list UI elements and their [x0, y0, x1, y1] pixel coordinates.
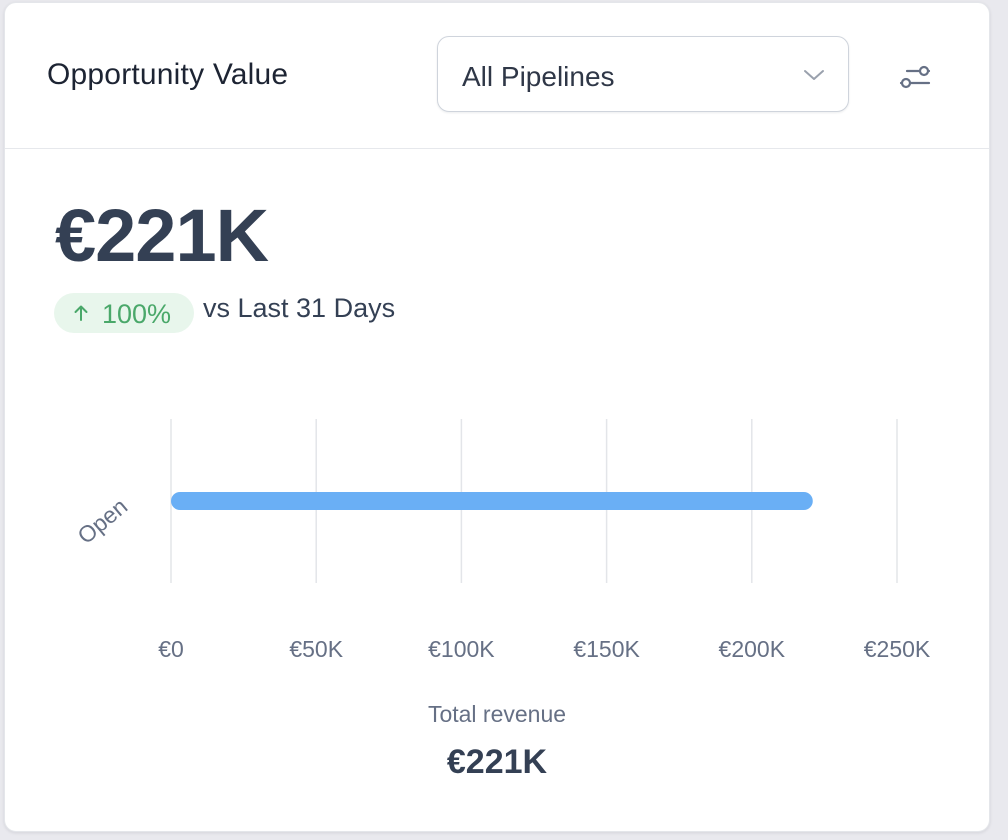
- bar-open[interactable]: [171, 492, 813, 510]
- change-value: 100%: [102, 299, 172, 329]
- x-tick-label: €100K: [428, 636, 495, 662]
- total-value: €221K: [446, 743, 548, 781]
- opportunity-value-card: Opportunity Value All Pipelines €221K 10…: [4, 2, 990, 832]
- compare-text: vs Last 31 Days: [203, 293, 396, 323]
- change-badge: 100%: [54, 293, 194, 333]
- pipeline-select[interactable]: All Pipelines: [437, 36, 849, 112]
- x-tick-label: €200K: [719, 636, 786, 662]
- arrow-up-icon: [74, 305, 88, 321]
- card-title: Opportunity Value: [47, 58, 289, 91]
- x-tick-label: €250K: [864, 636, 931, 662]
- opportunity-bar-chart: €0 €50K €100K €150K €200K €250K Open: [72, 419, 931, 662]
- x-tick-label: €150K: [573, 636, 640, 662]
- y-category-label: Open: [72, 493, 132, 549]
- x-tick-label: €0: [158, 636, 184, 662]
- summary-value: €221K: [55, 194, 269, 277]
- x-tick-label: €50K: [289, 636, 343, 662]
- chevron-down-icon: [804, 70, 824, 80]
- card-header: Opportunity Value All Pipelines: [5, 3, 989, 149]
- total-label: Total revenue: [427, 701, 567, 727]
- sliders-icon[interactable]: [895, 57, 935, 97]
- pipeline-select-value: All Pipelines: [462, 61, 615, 92]
